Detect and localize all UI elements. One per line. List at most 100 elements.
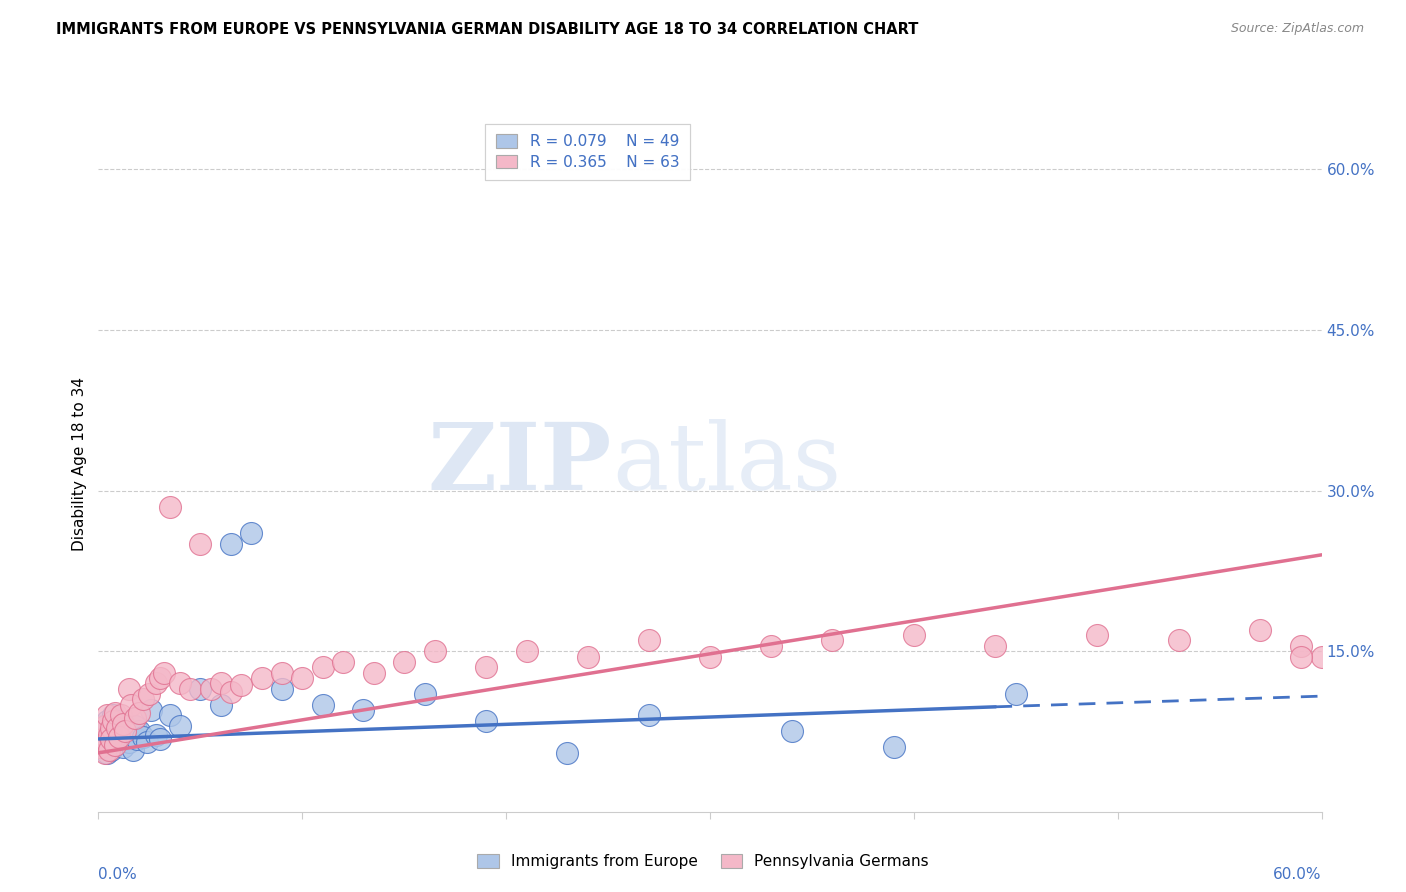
Point <box>1249 623 1271 637</box>
Point <box>110 721 132 735</box>
Point <box>108 730 131 744</box>
Point <box>169 676 191 690</box>
Point <box>332 655 354 669</box>
Point <box>96 735 118 749</box>
Point <box>1331 152 1354 166</box>
Point <box>984 639 1007 653</box>
Point <box>111 740 134 755</box>
Point <box>240 526 263 541</box>
Point <box>104 739 127 753</box>
Point <box>699 649 721 664</box>
Text: atlas: atlas <box>612 419 841 508</box>
Point <box>105 721 128 735</box>
Point <box>1392 633 1406 648</box>
Point <box>101 714 124 728</box>
Point <box>114 724 136 739</box>
Point <box>231 678 253 692</box>
Point <box>89 724 111 739</box>
Point <box>1372 639 1395 653</box>
Point <box>883 740 905 755</box>
Point <box>104 739 127 753</box>
Point <box>363 665 385 680</box>
Point <box>145 728 167 742</box>
Point <box>270 681 294 696</box>
Point <box>141 703 163 717</box>
Point <box>159 500 181 514</box>
Point <box>152 665 174 680</box>
Point <box>1167 633 1189 648</box>
Point <box>124 719 146 733</box>
Point <box>100 731 122 746</box>
Point <box>780 724 803 739</box>
Point <box>96 714 118 728</box>
Point <box>903 628 925 642</box>
Point <box>1085 628 1108 642</box>
Point <box>557 746 579 760</box>
Text: ZIP: ZIP <box>427 419 612 508</box>
Point <box>761 639 783 653</box>
Point <box>136 735 159 749</box>
Point <box>118 735 141 749</box>
Point <box>108 714 131 728</box>
Point <box>169 719 191 733</box>
Point <box>145 676 167 690</box>
Point <box>91 731 114 746</box>
Point <box>101 735 124 749</box>
Point <box>101 708 124 723</box>
Point <box>97 728 120 742</box>
Point <box>1004 687 1026 701</box>
Y-axis label: Disability Age 18 to 34: Disability Age 18 to 34 <box>72 376 87 551</box>
Point <box>1351 644 1374 658</box>
Point <box>108 730 131 744</box>
Point <box>821 633 844 648</box>
Legend: Immigrants from Europe, Pennsylvania Germans: Immigrants from Europe, Pennsylvania Ger… <box>471 848 935 875</box>
Point <box>111 717 134 731</box>
Point <box>1291 649 1313 664</box>
Point <box>100 721 122 735</box>
Legend: R = 0.079    N = 49, R = 0.365    N = 63: R = 0.079 N = 49, R = 0.365 N = 63 <box>485 124 690 180</box>
Point <box>96 708 118 723</box>
Text: 60.0%: 60.0% <box>1274 867 1322 882</box>
Point <box>474 660 498 674</box>
Text: IMMIGRANTS FROM EUROPE VS PENNSYLVANIA GERMAN DISABILITY AGE 18 TO 34 CORRELATIO: IMMIGRANTS FROM EUROPE VS PENNSYLVANIA G… <box>56 22 918 37</box>
Point <box>124 710 146 724</box>
Point <box>291 671 314 685</box>
Point <box>188 681 212 696</box>
Point <box>149 731 172 746</box>
Point <box>114 731 136 746</box>
Text: Source: ZipAtlas.com: Source: ZipAtlas.com <box>1230 22 1364 36</box>
Point <box>516 644 538 658</box>
Point <box>127 731 149 746</box>
Point <box>91 719 114 733</box>
Point <box>96 746 118 760</box>
Point <box>120 724 142 739</box>
Point <box>100 721 122 735</box>
Point <box>104 706 127 721</box>
Point <box>576 649 599 664</box>
Point <box>1291 639 1313 653</box>
Point <box>209 698 232 712</box>
Point <box>105 719 128 733</box>
Point <box>179 681 201 696</box>
Point <box>97 731 120 746</box>
Point <box>159 708 181 723</box>
Point <box>93 746 115 760</box>
Point <box>138 687 160 701</box>
Point <box>115 728 138 742</box>
Point <box>128 706 150 721</box>
Point <box>149 671 172 685</box>
Point <box>104 724 127 739</box>
Point <box>97 742 120 756</box>
Point <box>93 740 115 755</box>
Point <box>132 730 155 744</box>
Point <box>200 681 222 696</box>
Point <box>188 537 212 551</box>
Point <box>122 742 145 756</box>
Point <box>89 740 111 755</box>
Point <box>97 728 120 742</box>
Point <box>93 730 115 744</box>
Point <box>312 698 335 712</box>
Point <box>209 676 232 690</box>
Point <box>423 644 446 658</box>
Point <box>219 537 242 551</box>
